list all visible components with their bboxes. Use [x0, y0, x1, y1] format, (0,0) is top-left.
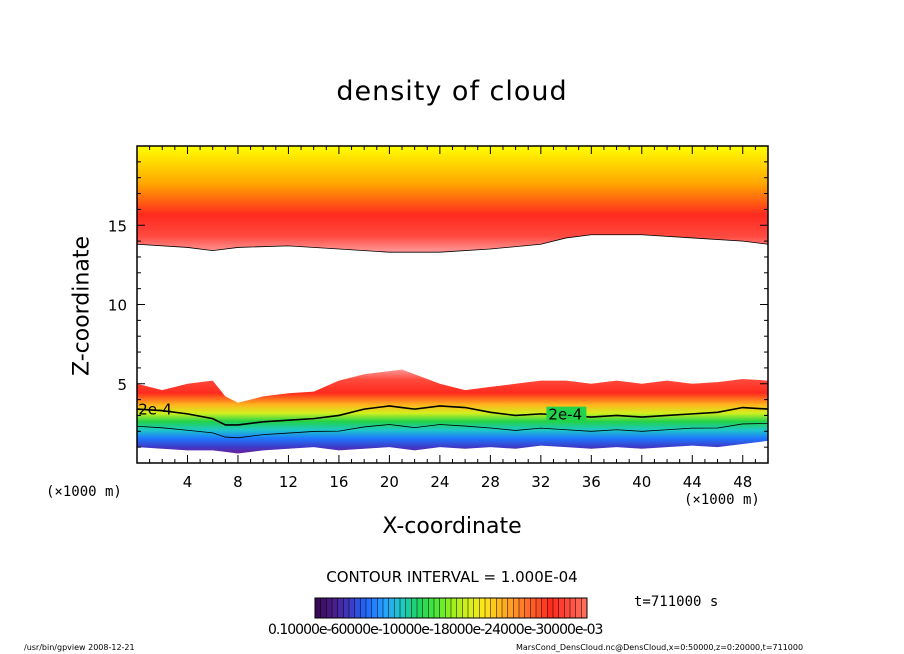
colorbar-cell	[536, 598, 543, 618]
contour-2e-4-line	[136, 405, 769, 426]
colorbar-cell	[547, 598, 554, 618]
x-tick-label: 40	[632, 473, 651, 491]
colorbar-cell	[513, 598, 520, 618]
upper-cloud-layer	[137, 146, 768, 253]
colorbar-cell	[394, 598, 401, 618]
colorbar-cell	[343, 598, 350, 618]
x-unit-left: (×1000 m)	[46, 484, 122, 500]
x-tick-label: 12	[279, 473, 298, 491]
colorbar-cell	[349, 598, 356, 618]
colorbar-cell	[507, 598, 514, 618]
colorbar-cell	[320, 598, 327, 618]
colorbar-cell	[354, 598, 361, 618]
colorbar-cell	[434, 598, 441, 618]
colorbar-cell	[377, 598, 384, 618]
footer-dataset-info: MarsCond_DensCloud.nc@DensCloud,x=0:5000…	[516, 643, 804, 652]
colorbar-cell	[485, 598, 492, 618]
colorbar-cell	[462, 598, 469, 618]
y-tick-label: 15	[108, 217, 127, 235]
colorbar-cell	[553, 598, 560, 618]
colorbar-cell	[439, 598, 446, 618]
colorbar-cell	[371, 598, 378, 618]
contour-label-left: 2e-4	[138, 401, 172, 419]
x-tick-label: 32	[531, 473, 550, 491]
colorbar-cell	[422, 598, 429, 618]
contour-label-right: 2e-4	[548, 406, 582, 424]
colorbar-cell	[388, 598, 395, 618]
colorbar-cell	[468, 598, 475, 618]
contour-label-bg	[546, 406, 587, 423]
colorbar-cell	[496, 598, 503, 618]
colorbar-cell	[326, 598, 333, 618]
colorbar-cell	[575, 598, 582, 618]
x-tick-label: 28	[481, 473, 500, 491]
colorbar-cell	[383, 598, 390, 618]
colorbar-labels: 0.10000e-60000e-10000e-18000e-24000e-300…	[268, 622, 603, 638]
y-tick-label: 10	[108, 297, 127, 315]
colorbar-cell	[417, 598, 424, 618]
x-tick-label: 24	[430, 473, 449, 491]
colorbar-cell	[541, 598, 548, 618]
x-tick-label: 48	[733, 473, 752, 491]
footer-program-date: /usr/bin/gpview 2008-12-21	[24, 643, 135, 652]
colorbar-cell	[337, 598, 344, 618]
colorbar-cell	[502, 598, 509, 618]
y-tick-label: 5	[117, 376, 127, 394]
time-label: t=711000 s	[634, 594, 719, 610]
x-axis-label: X-coordinate	[382, 514, 522, 539]
colorbar-cell	[315, 598, 322, 618]
colorbar-cell	[570, 598, 577, 618]
colorbar-cell	[366, 598, 373, 618]
x-tick-label: 16	[329, 473, 348, 491]
colorbar-cell	[581, 598, 588, 618]
colorbar-cell	[332, 598, 339, 618]
colorbar-cell	[479, 598, 486, 618]
colorbar-cell	[400, 598, 407, 618]
lower-cloud-layer	[137, 369, 768, 454]
colorbar-cell	[530, 598, 537, 618]
chart-title: density of cloud	[336, 76, 568, 107]
colorbar-cell	[405, 598, 412, 618]
colorbar-cell	[564, 598, 571, 618]
colorbar-cell	[428, 598, 435, 618]
colorbar-cell	[524, 598, 531, 618]
colorbar-cell	[456, 598, 463, 618]
colorbar-cell	[360, 598, 367, 618]
contour-interval-label: CONTOUR INTERVAL = 1.000E-04	[326, 568, 578, 586]
colorbar-frame	[314, 597, 588, 619]
colorbar-cell	[558, 598, 565, 618]
colorbar-cell	[519, 598, 526, 618]
x-tick-label: 20	[380, 473, 399, 491]
colorbar-cell	[445, 598, 452, 618]
y-axis-label: Z-coordinate	[69, 236, 95, 376]
colorbar-cell	[451, 598, 458, 618]
upper-layer-contour-line	[136, 234, 769, 253]
colorbar-cell	[490, 598, 497, 618]
colorbar-cell	[411, 598, 418, 618]
x-tick-label: 36	[582, 473, 601, 491]
x-tick-label: 4	[183, 473, 193, 491]
x-tick-label: 8	[233, 473, 243, 491]
x-unit-right: (×1000 m)	[684, 492, 760, 508]
contour-lower-line	[136, 422, 769, 439]
x-tick-label: 44	[683, 473, 702, 491]
colorbar-cell	[473, 598, 480, 618]
